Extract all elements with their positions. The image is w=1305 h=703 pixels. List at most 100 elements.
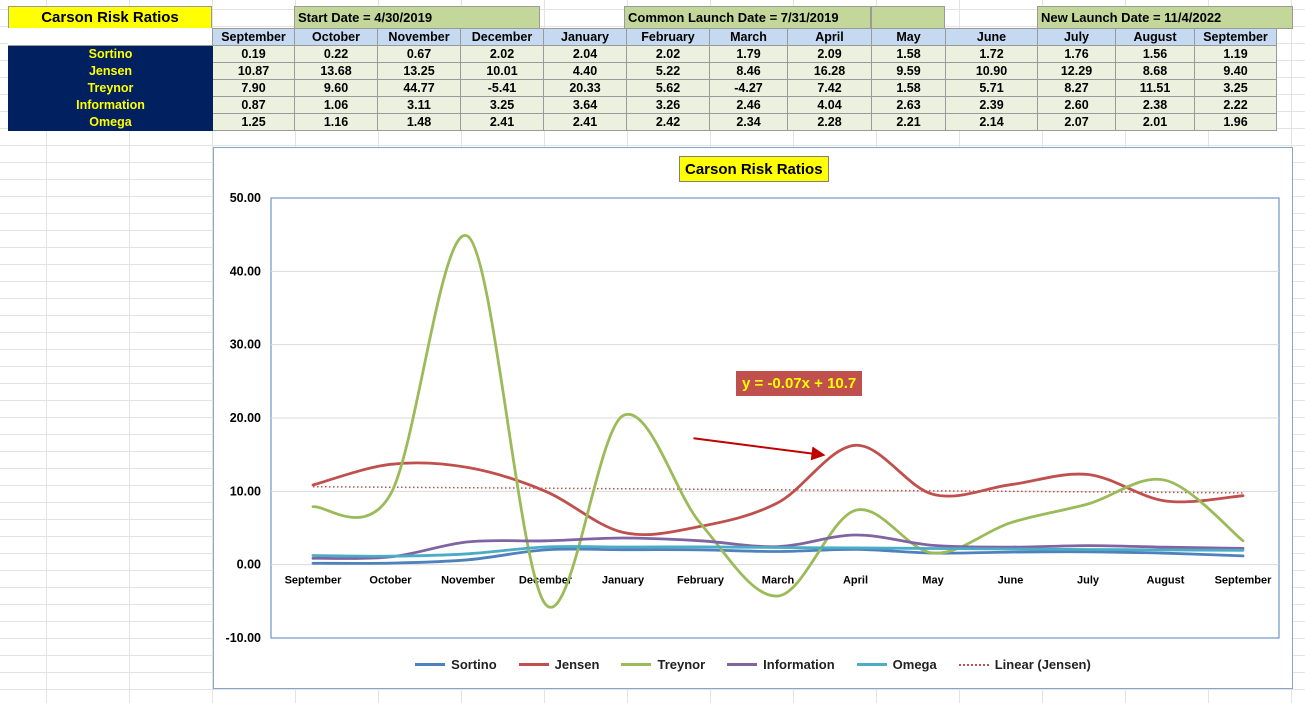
table-cell: 11.51 xyxy=(1115,79,1195,97)
table-cell: 2.07 xyxy=(1037,113,1116,131)
month-header-row: September October November December Janu… xyxy=(8,28,1277,46)
month-header: May xyxy=(871,28,946,46)
table-cell: 8.27 xyxy=(1037,79,1116,97)
table-cell: 0.19 xyxy=(212,45,295,63)
x-tick-label: December xyxy=(519,575,573,587)
table-cell: 13.25 xyxy=(377,62,461,80)
table-row-treynor: Treynor 7.90 9.60 44.77 -5.41 20.33 5.62 -4.27 7… xyxy=(8,79,1277,97)
table-cell: 2.38 xyxy=(1115,96,1195,114)
table-cell: 2.63 xyxy=(871,96,946,114)
risk-ratio-table: September October November December Janu… xyxy=(8,28,1277,131)
table-cell: 9.59 xyxy=(871,62,946,80)
table-cell: 1.79 xyxy=(709,45,788,63)
month-header: August xyxy=(1115,28,1195,46)
table-row-omega: Omega 1.25 1.16 1.48 2.41 2.41 2.42 2.34 2.28 2.2… xyxy=(8,113,1277,131)
table-cell: 0.67 xyxy=(377,45,461,63)
table-cell: 2.09 xyxy=(787,45,872,63)
table-cell: 2.21 xyxy=(871,113,946,131)
table-row-jensen: Jensen 10.87 13.68 13.25 10.01 4.40 5.22 8.46 16… xyxy=(8,62,1277,80)
table-cell: 2.02 xyxy=(626,45,710,63)
legend-item-sortino: Sortino xyxy=(415,657,497,672)
x-tick-label: August xyxy=(1147,575,1185,587)
table-cell: 2.02 xyxy=(460,45,544,63)
table-cell: 3.26 xyxy=(626,96,710,114)
table-cell: 13.68 xyxy=(294,62,378,80)
table-row-sortino: Sortino 0.19 0.22 0.67 2.02 2.04 2.02 1.79 2.09 1… xyxy=(8,45,1277,63)
table-row-information: Information 0.87 1.06 3.11 3.25 3.64 3.26 2.46 4… xyxy=(8,96,1277,114)
table-cell: 10.01 xyxy=(460,62,544,80)
table-cell: 1.06 xyxy=(294,96,378,114)
legend-item-jensen: Jensen xyxy=(518,657,600,672)
month-header: June xyxy=(945,28,1038,46)
table-cell: -4.27 xyxy=(709,79,788,97)
y-tick-label: 40.00 xyxy=(230,264,261,278)
corner-cell xyxy=(8,28,213,46)
table-cell: 5.22 xyxy=(626,62,710,80)
table-cell: 0.22 xyxy=(294,45,378,63)
y-tick-label: 50.00 xyxy=(230,191,261,205)
table-cell: 2.28 xyxy=(787,113,872,131)
legend-item-linear-jensen: Linear (Jensen) xyxy=(958,657,1091,672)
table-cell: 2.34 xyxy=(709,113,788,131)
month-header: January xyxy=(543,28,627,46)
series-line-jensen xyxy=(311,443,1245,536)
table-cell: 1.76 xyxy=(1037,45,1116,63)
month-header: December xyxy=(460,28,544,46)
table-cell: 1.19 xyxy=(1194,45,1277,63)
chart-area: -10.00 0.00 10.00 20.00 30.00 40.00 50.00 Septe… xyxy=(213,147,1293,689)
start-date-label: Start Date = 4/30/2019 xyxy=(294,6,540,29)
month-header: April xyxy=(787,28,872,46)
table-cell: 4.04 xyxy=(787,96,872,114)
sheet-title: Carson Risk Ratios xyxy=(8,6,212,29)
table-cell: 1.56 xyxy=(1115,45,1195,63)
table-cell: 1.72 xyxy=(945,45,1038,63)
table-cell: 4.40 xyxy=(543,62,627,80)
table-cell: 3.25 xyxy=(460,96,544,114)
x-tick-label: February xyxy=(677,575,725,587)
table-cell: 7.42 xyxy=(787,79,872,97)
table-cell: 9.60 xyxy=(294,79,378,97)
table-cell: 10.90 xyxy=(945,62,1038,80)
table-cell: 1.96 xyxy=(1194,113,1277,131)
month-header: September xyxy=(212,28,295,46)
x-tick-label: May xyxy=(922,575,944,587)
month-header: October xyxy=(294,28,378,46)
x-tick-label: June xyxy=(998,575,1024,587)
table-cell: 8.68 xyxy=(1115,62,1195,80)
table-cell: 12.29 xyxy=(1037,62,1116,80)
legend-item-treynor: Treynor xyxy=(621,657,705,672)
table-cell: 2.22 xyxy=(1194,96,1277,114)
x-tick-label: October xyxy=(369,575,412,587)
y-tick-label: 10.00 xyxy=(230,484,261,498)
series-line-omega xyxy=(311,545,1245,558)
x-tick-label: March xyxy=(762,575,795,587)
table-cell: 10.87 xyxy=(212,62,295,80)
table-cell: 16.28 xyxy=(787,62,872,80)
table-cell: 2.14 xyxy=(945,113,1038,131)
legend-label: Information xyxy=(763,657,835,672)
chart-legend: Sortino Jensen Treynor Information Omega… xyxy=(214,657,1292,672)
legend-label: Jensen xyxy=(554,657,600,672)
x-tick-label: July xyxy=(1077,575,1100,587)
annotation-arrow-head xyxy=(810,446,826,461)
month-header: March xyxy=(709,28,788,46)
month-header: November xyxy=(377,28,461,46)
table-cell: 0.87 xyxy=(212,96,295,114)
month-header: February xyxy=(626,28,710,46)
table-cell: 3.25 xyxy=(1194,79,1277,97)
chart-title: Carson Risk Ratios xyxy=(679,156,829,182)
legend-item-omega: Omega xyxy=(856,657,937,672)
legend-swatch xyxy=(958,663,989,666)
table-cell: 3.11 xyxy=(377,96,461,114)
table-cell: 7.90 xyxy=(212,79,295,97)
table-cell: 1.58 xyxy=(871,79,946,97)
table-cell: 9.40 xyxy=(1194,62,1277,80)
row-label: Information xyxy=(8,96,213,114)
legend-item-information: Information xyxy=(727,657,835,672)
table-cell: 1.48 xyxy=(377,113,461,131)
y-tick-label: 30.00 xyxy=(230,338,261,352)
table-cell: 1.58 xyxy=(871,45,946,63)
table-cell: 3.64 xyxy=(543,96,627,114)
y-tick-label: 20.00 xyxy=(230,411,261,425)
x-tick-label: April xyxy=(843,575,868,587)
